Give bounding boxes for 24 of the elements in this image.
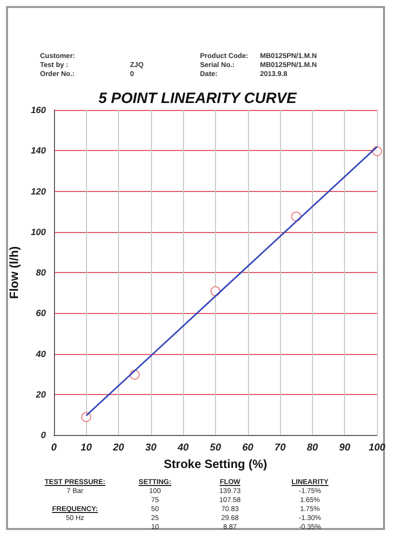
y-axis-title: Flow (l/h) [7, 246, 21, 299]
y-tick-label: 0 [40, 430, 46, 440]
y-tick-label: 100 [30, 226, 46, 237]
x-tick-label: 60 [242, 442, 254, 454]
x-tick-label: 40 [176, 442, 190, 454]
x-tick-label: 50 [210, 442, 222, 454]
x-tick-label: 0 [51, 442, 58, 454]
y-tick-label: 60 [36, 308, 46, 318]
x-tick-label: 10 [80, 442, 92, 454]
point [81, 412, 92, 422]
x-axis-title: Stroke Setting (%) [164, 457, 268, 471]
chart-title: 5 POINT LINEARITY CURVE [98, 90, 298, 107]
y-tick-label: 120 [30, 186, 46, 196]
y-tick-label: 80 [36, 268, 46, 278]
y-tick-label: 160 [30, 105, 46, 115]
x-tick-label: 70 [274, 442, 286, 454]
y-tick-label: 40 [34, 348, 46, 359]
x-tick-label: 30 [145, 442, 157, 454]
y-tick-label: 20 [34, 389, 46, 400]
y-tick-label: 140 [30, 146, 46, 156]
x-tick-label: 100 [368, 442, 386, 454]
x-tick-label: 90 [339, 442, 351, 454]
x-tick-label: 80 [306, 442, 318, 454]
x-tick-label: 20 [112, 442, 125, 454]
